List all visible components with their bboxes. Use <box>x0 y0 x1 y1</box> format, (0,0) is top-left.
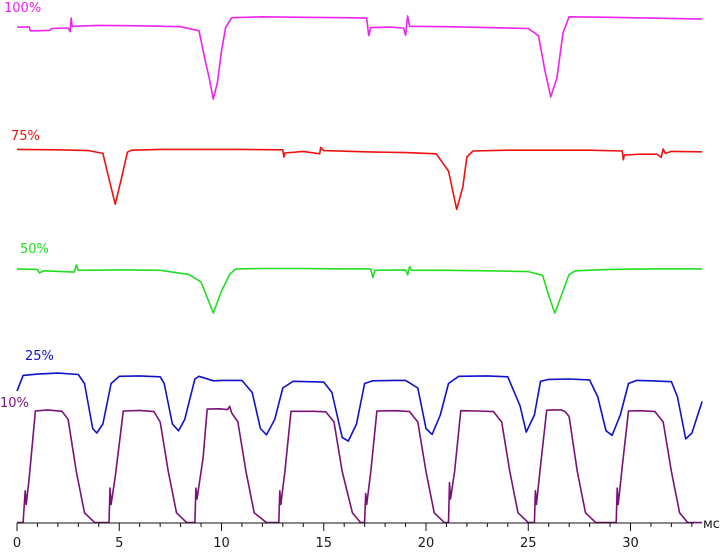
series-line-100pct <box>17 15 703 100</box>
x-tick-label: 20 <box>418 536 435 551</box>
x-tick-label: 15 <box>315 536 332 551</box>
x-tick-label: 25 <box>520 536 537 551</box>
series-label-layer: 100% 75% 50% 25% 10% <box>0 1 54 411</box>
series-line-25pct <box>16 372 703 442</box>
x-tick-label: 5 <box>115 536 123 551</box>
x-axis-ticks: 0 5 10 15 20 25 30 <box>13 523 693 551</box>
x-tick-label: 30 <box>622 536 639 551</box>
series-layer <box>16 15 703 524</box>
x-tick-label: 10 <box>213 536 230 551</box>
series-label-100pct: 100% <box>4 1 41 16</box>
series-line-50pct <box>16 264 703 314</box>
series-line-75pct <box>16 146 703 211</box>
x-axis-unit-label: мс <box>703 517 720 532</box>
series-line-10pct <box>17 405 703 524</box>
x-axis: 0 5 10 15 20 25 30 мс <box>13 517 720 551</box>
series-label-75pct: 75% <box>11 129 40 144</box>
series-label-10pct: 10% <box>0 396 29 411</box>
series-label-50pct: 50% <box>20 242 49 257</box>
x-tick-label: 0 <box>13 536 21 551</box>
series-label-25pct: 25% <box>25 349 54 364</box>
